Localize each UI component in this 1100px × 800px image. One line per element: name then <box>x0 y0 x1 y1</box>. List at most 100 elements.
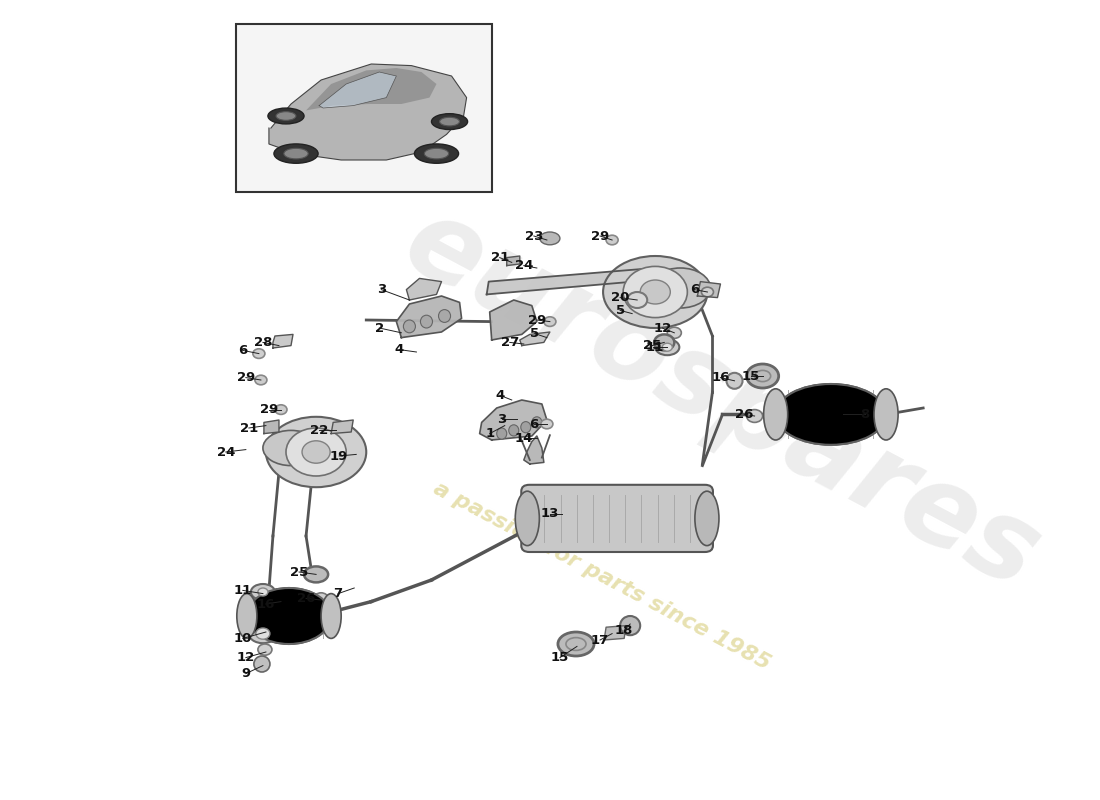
Polygon shape <box>480 400 547 440</box>
Polygon shape <box>604 626 626 640</box>
Text: 26: 26 <box>736 408 754 421</box>
Ellipse shape <box>776 384 886 445</box>
Text: a passion for parts since 1985: a passion for parts since 1985 <box>430 478 774 674</box>
Ellipse shape <box>420 315 432 328</box>
Ellipse shape <box>640 280 670 304</box>
Ellipse shape <box>302 441 330 463</box>
Text: 15: 15 <box>551 651 569 664</box>
Ellipse shape <box>257 588 268 596</box>
Text: 15: 15 <box>741 370 760 382</box>
Ellipse shape <box>603 256 707 328</box>
Text: 4: 4 <box>495 389 504 402</box>
Polygon shape <box>524 436 543 464</box>
Text: 29: 29 <box>528 314 546 326</box>
Text: 17: 17 <box>591 634 609 646</box>
Ellipse shape <box>726 373 742 389</box>
Ellipse shape <box>276 112 296 120</box>
Text: 2: 2 <box>375 322 384 334</box>
Ellipse shape <box>662 343 672 351</box>
Polygon shape <box>486 268 654 294</box>
Text: 26: 26 <box>297 592 316 605</box>
Text: 21: 21 <box>491 251 509 264</box>
Text: 7: 7 <box>333 587 343 600</box>
Bar <box>235 24 492 192</box>
Text: 23: 23 <box>525 230 543 242</box>
Ellipse shape <box>254 656 270 672</box>
Polygon shape <box>268 64 466 160</box>
Ellipse shape <box>776 384 886 445</box>
Ellipse shape <box>520 422 531 433</box>
Ellipse shape <box>623 266 688 318</box>
Text: 22: 22 <box>310 424 328 437</box>
Text: eurospares: eurospares <box>387 188 1058 612</box>
Ellipse shape <box>606 235 618 245</box>
Text: 29: 29 <box>260 403 278 416</box>
Ellipse shape <box>246 588 331 644</box>
Polygon shape <box>331 420 353 434</box>
Ellipse shape <box>263 430 319 466</box>
Ellipse shape <box>627 292 647 308</box>
Polygon shape <box>507 256 520 266</box>
Text: 25: 25 <box>644 339 661 352</box>
Ellipse shape <box>650 268 711 308</box>
Text: 19: 19 <box>330 450 349 462</box>
Ellipse shape <box>747 364 779 388</box>
Text: 28: 28 <box>254 336 272 349</box>
Text: 6: 6 <box>529 418 539 430</box>
Ellipse shape <box>620 616 640 635</box>
Ellipse shape <box>515 491 539 546</box>
Ellipse shape <box>268 108 304 124</box>
Ellipse shape <box>695 491 719 546</box>
Text: 21: 21 <box>240 422 258 434</box>
Text: 16: 16 <box>712 371 729 384</box>
Polygon shape <box>520 332 550 346</box>
Polygon shape <box>697 282 720 298</box>
Text: 24: 24 <box>217 446 235 458</box>
Ellipse shape <box>874 389 898 440</box>
Polygon shape <box>319 72 396 108</box>
Ellipse shape <box>273 594 289 610</box>
Text: 8: 8 <box>860 408 870 421</box>
Ellipse shape <box>253 349 265 358</box>
Ellipse shape <box>497 428 507 439</box>
Text: 10: 10 <box>233 632 252 645</box>
Ellipse shape <box>763 389 788 440</box>
Text: 12: 12 <box>236 651 255 664</box>
Ellipse shape <box>275 405 287 414</box>
Ellipse shape <box>541 419 553 429</box>
Polygon shape <box>273 334 293 348</box>
Text: 13: 13 <box>541 507 559 520</box>
Text: 16: 16 <box>256 598 275 610</box>
Polygon shape <box>306 68 437 110</box>
Ellipse shape <box>702 287 714 297</box>
Ellipse shape <box>266 417 366 487</box>
Ellipse shape <box>236 594 257 638</box>
Text: 3: 3 <box>376 283 386 296</box>
Text: 24: 24 <box>515 259 534 272</box>
Ellipse shape <box>440 118 460 126</box>
Ellipse shape <box>251 584 275 600</box>
Text: 27: 27 <box>500 336 519 349</box>
Text: 9: 9 <box>241 667 251 680</box>
Text: 1: 1 <box>485 427 494 440</box>
Ellipse shape <box>257 644 272 655</box>
Ellipse shape <box>255 375 267 385</box>
Text: 14: 14 <box>515 432 534 445</box>
Ellipse shape <box>656 339 680 355</box>
Text: 12: 12 <box>653 322 671 334</box>
Ellipse shape <box>531 417 542 428</box>
Text: 18: 18 <box>615 624 634 637</box>
Ellipse shape <box>249 624 277 643</box>
Ellipse shape <box>286 428 346 476</box>
Ellipse shape <box>284 148 308 159</box>
Ellipse shape <box>256 628 270 639</box>
Ellipse shape <box>747 410 762 422</box>
Text: 3: 3 <box>497 413 506 426</box>
Ellipse shape <box>508 425 519 436</box>
Text: 20: 20 <box>610 291 629 304</box>
Text: 4: 4 <box>395 343 404 356</box>
Polygon shape <box>406 278 441 300</box>
Text: 11: 11 <box>645 341 663 354</box>
Ellipse shape <box>425 148 449 159</box>
FancyBboxPatch shape <box>521 485 713 552</box>
